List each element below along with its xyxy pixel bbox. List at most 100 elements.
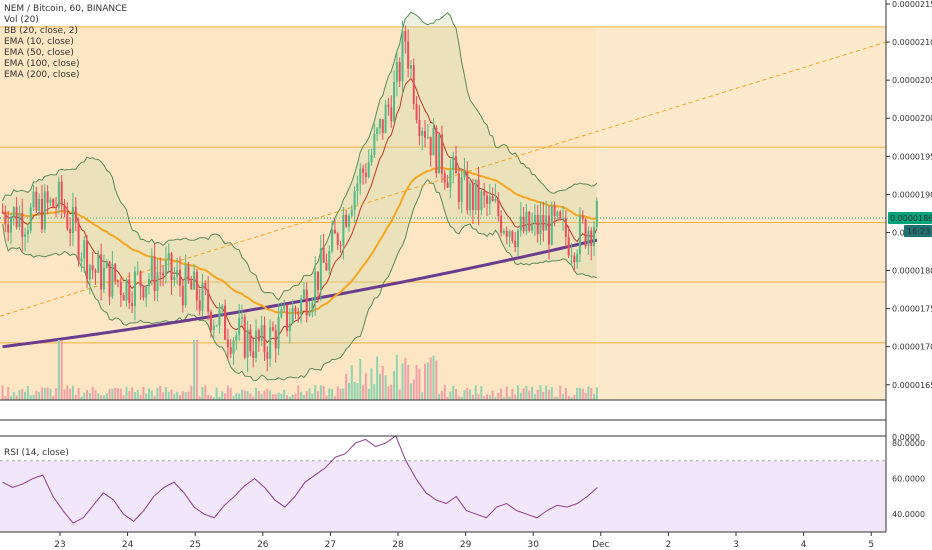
candle-body[interactable] (491, 196, 494, 202)
candle-body[interactable] (283, 304, 286, 310)
candle-body[interactable] (218, 309, 221, 326)
candle-body[interactable] (480, 191, 483, 211)
candle-body[interactable] (364, 172, 367, 177)
candle-body[interactable] (559, 211, 562, 219)
candle-body[interactable] (9, 217, 12, 233)
candle-body[interactable] (162, 272, 165, 276)
legend-ema200[interactable]: EMA (200, close) (4, 70, 80, 80)
candle-body[interactable] (119, 281, 122, 296)
candle-body[interactable] (547, 215, 550, 245)
candle-body[interactable] (525, 211, 528, 232)
candle-body[interactable] (94, 270, 97, 273)
candle-body[interactable] (536, 214, 539, 235)
candle-body[interactable] (7, 224, 10, 233)
candle-body[interactable] (387, 104, 390, 108)
candle-body[interactable] (139, 271, 142, 287)
candle-body[interactable] (97, 254, 100, 273)
candle-body[interactable] (322, 247, 325, 263)
candle-body[interactable] (291, 307, 294, 324)
candle-body[interactable] (148, 278, 151, 287)
candle-body[interactable] (308, 310, 311, 316)
candle-body[interactable] (429, 136, 432, 156)
candle-body[interactable] (263, 325, 266, 353)
candle-body[interactable] (167, 253, 170, 261)
candle-body[interactable] (432, 128, 435, 156)
candle-body[interactable] (55, 207, 58, 209)
candle-body[interactable] (128, 279, 131, 303)
candle-body[interactable] (505, 230, 508, 237)
price-panel[interactable] (0, 11, 887, 400)
candle-body[interactable] (345, 214, 348, 227)
candle-body[interactable] (426, 136, 429, 138)
candle-body[interactable] (280, 309, 283, 318)
candle-body[interactable] (156, 272, 159, 291)
candle-body[interactable] (353, 190, 356, 210)
candle-body[interactable] (21, 212, 24, 237)
candle-body[interactable] (302, 289, 305, 299)
candle-body[interactable] (153, 256, 156, 291)
candle-body[interactable] (66, 213, 69, 229)
candle-body[interactable] (415, 103, 418, 120)
candle-body[interactable] (224, 305, 227, 340)
candle-body[interactable] (328, 251, 331, 271)
candle-body[interactable] (136, 271, 139, 273)
candle-body[interactable] (226, 339, 229, 348)
candle-body[interactable] (533, 214, 536, 223)
rsi-line[interactable] (2, 435, 598, 524)
candle-body[interactable] (260, 325, 263, 342)
candle-body[interactable] (556, 211, 559, 217)
candle-body[interactable] (286, 304, 289, 332)
trend-line[interactable] (0, 41, 887, 317)
candle-body[interactable] (336, 233, 339, 245)
candle-body[interactable] (100, 254, 103, 290)
candle-body[interactable] (333, 229, 336, 234)
candle-body[interactable] (46, 191, 49, 203)
candle-body[interactable] (184, 264, 187, 306)
candle-body[interactable] (587, 230, 590, 246)
candle-body[interactable] (246, 329, 249, 358)
candle-body[interactable] (457, 173, 460, 202)
candle-body[interactable] (516, 230, 519, 248)
candle-body[interactable] (488, 196, 491, 204)
candle-body[interactable] (252, 351, 255, 358)
candle-body[interactable] (173, 276, 176, 281)
candle-body[interactable] (125, 279, 128, 301)
candle-body[interactable] (190, 280, 193, 290)
candle-body[interactable] (91, 265, 94, 271)
candle-body[interactable] (362, 168, 365, 173)
candle-body[interactable] (584, 219, 587, 246)
candle-body[interactable] (407, 41, 410, 69)
candle-body[interactable] (331, 229, 334, 252)
candle-body[interactable] (573, 255, 576, 263)
candle-body[interactable] (483, 191, 486, 196)
candle-body[interactable] (576, 254, 579, 263)
candle-body[interactable] (215, 325, 218, 327)
candle-body[interactable] (317, 271, 320, 291)
rsi-panel[interactable] (0, 435, 886, 533)
candle-body[interactable] (542, 215, 545, 231)
candle-body[interactable] (12, 207, 15, 218)
candle-body[interactable] (26, 230, 29, 235)
candle-body[interactable] (435, 128, 438, 174)
candle-body[interactable] (269, 327, 272, 359)
candle-body[interactable] (449, 170, 452, 188)
candle-body[interactable] (32, 191, 35, 208)
candle-body[interactable] (176, 269, 179, 277)
candle-body[interactable] (440, 134, 443, 174)
legend-bollinger[interactable]: BB (20, close, 2) (4, 26, 79, 36)
candle-body[interactable] (460, 177, 463, 202)
candle-body[interactable] (38, 198, 41, 211)
candle-body[interactable] (43, 191, 46, 230)
candle-body[interactable] (181, 285, 184, 306)
candle-body[interactable] (421, 131, 424, 136)
candle-body[interactable] (531, 222, 534, 231)
candle-body[interactable] (249, 329, 252, 352)
candle-body[interactable] (339, 244, 342, 246)
candle-body[interactable] (257, 330, 260, 342)
candle-body[interactable] (145, 286, 148, 298)
candle-body[interactable] (466, 171, 469, 211)
candle-body[interactable] (240, 316, 243, 319)
candle-body[interactable] (455, 156, 458, 174)
candle-body[interactable] (77, 222, 80, 262)
